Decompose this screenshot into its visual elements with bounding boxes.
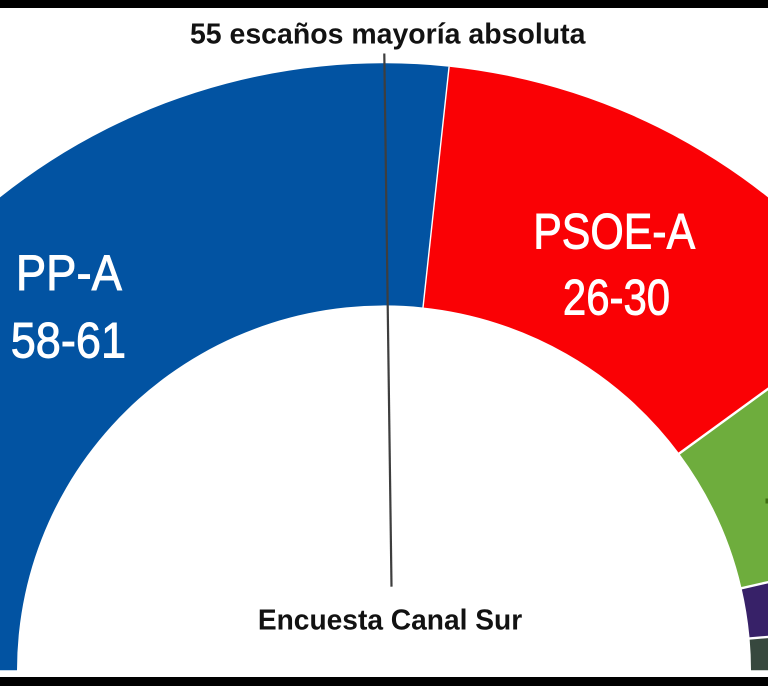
svg-text:58-61: 58-61 bbox=[11, 313, 126, 369]
svg-text:PSOE-A: PSOE-A bbox=[533, 204, 696, 260]
svg-text:Encuesta Canal Sur: Encuesta Canal Sur bbox=[258, 605, 522, 637]
svg-text:PP-A: PP-A bbox=[16, 245, 123, 301]
svg-text:26-30: 26-30 bbox=[563, 269, 670, 325]
svg-text:55 escaños mayoría absoluta: 55 escaños mayoría absoluta bbox=[190, 19, 586, 51]
